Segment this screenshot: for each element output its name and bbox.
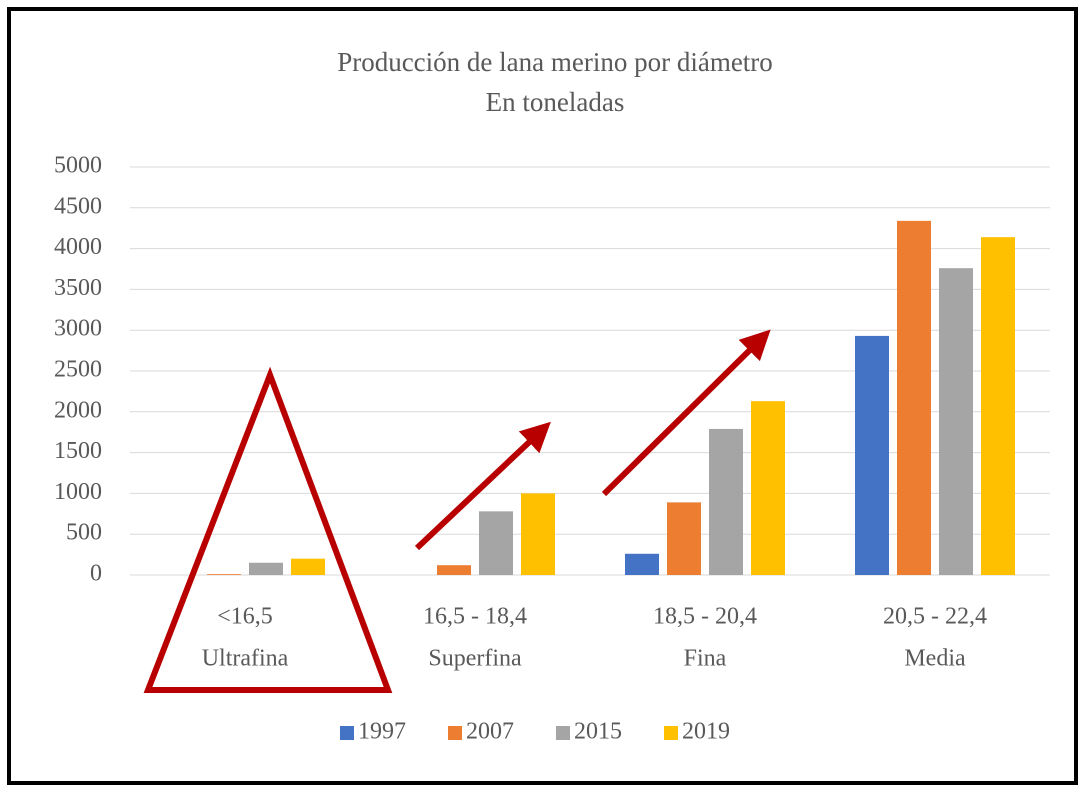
y-tick-label: 5000 [54, 153, 102, 179]
legend-label: 2015 [574, 719, 622, 745]
legend-label: 2019 [682, 719, 730, 745]
bar [709, 428, 743, 575]
chart-subtitle: En toneladas [486, 87, 625, 117]
bar [207, 574, 241, 575]
legend-swatch [340, 726, 354, 740]
legend-label: 2007 [466, 719, 514, 745]
bar [249, 562, 283, 575]
y-tick-label: 3500 [54, 275, 102, 301]
bar [751, 401, 785, 575]
bar [625, 553, 659, 575]
legend-swatch [448, 726, 462, 740]
annotations [143, 329, 771, 693]
arrow [414, 421, 551, 551]
x-tick-label: 18,5 - 20,4 [653, 604, 757, 630]
y-tick-label: 0 [90, 561, 102, 587]
legend-label: 1997 [358, 719, 406, 745]
legend-swatch [664, 726, 678, 740]
x-tick-label: 20,5 - 22,4 [883, 604, 987, 630]
x-tick-label: Ultrafina [202, 646, 289, 672]
y-tick-label: 1000 [54, 479, 102, 505]
y-tick-label: 3000 [54, 316, 102, 342]
legend-swatch [556, 726, 570, 740]
bar [667, 502, 701, 575]
chart-title: Producción de lana merino por diámetro [337, 47, 773, 77]
bar [981, 237, 1015, 575]
bar [897, 220, 931, 575]
x-tick-label: Fina [684, 646, 727, 672]
y-tick-label: 4000 [54, 234, 102, 260]
y-tick-label: 4500 [54, 193, 102, 219]
bar [939, 268, 973, 575]
y-tick-label: 500 [66, 520, 102, 546]
plot: 0 500 1000 1500 2000 2500 3000 3500 4000 4500 5000… [54, 153, 1050, 745]
y-tick-label: 2000 [54, 397, 102, 423]
bar [521, 493, 555, 575]
x-tick-label: Media [904, 646, 966, 672]
x-tick-label: <16,5 [217, 604, 273, 630]
y-tick-label: 2500 [54, 357, 102, 383]
arrow [601, 329, 771, 497]
bar [479, 511, 513, 575]
bar [291, 558, 325, 575]
x-tick-label: 16,5 - 18,4 [423, 604, 527, 630]
y-tick-label: 1500 [54, 438, 102, 464]
bar [437, 565, 471, 575]
bar [855, 335, 889, 575]
triangle [143, 366, 393, 693]
x-tick-label: Superfina [428, 646, 522, 672]
